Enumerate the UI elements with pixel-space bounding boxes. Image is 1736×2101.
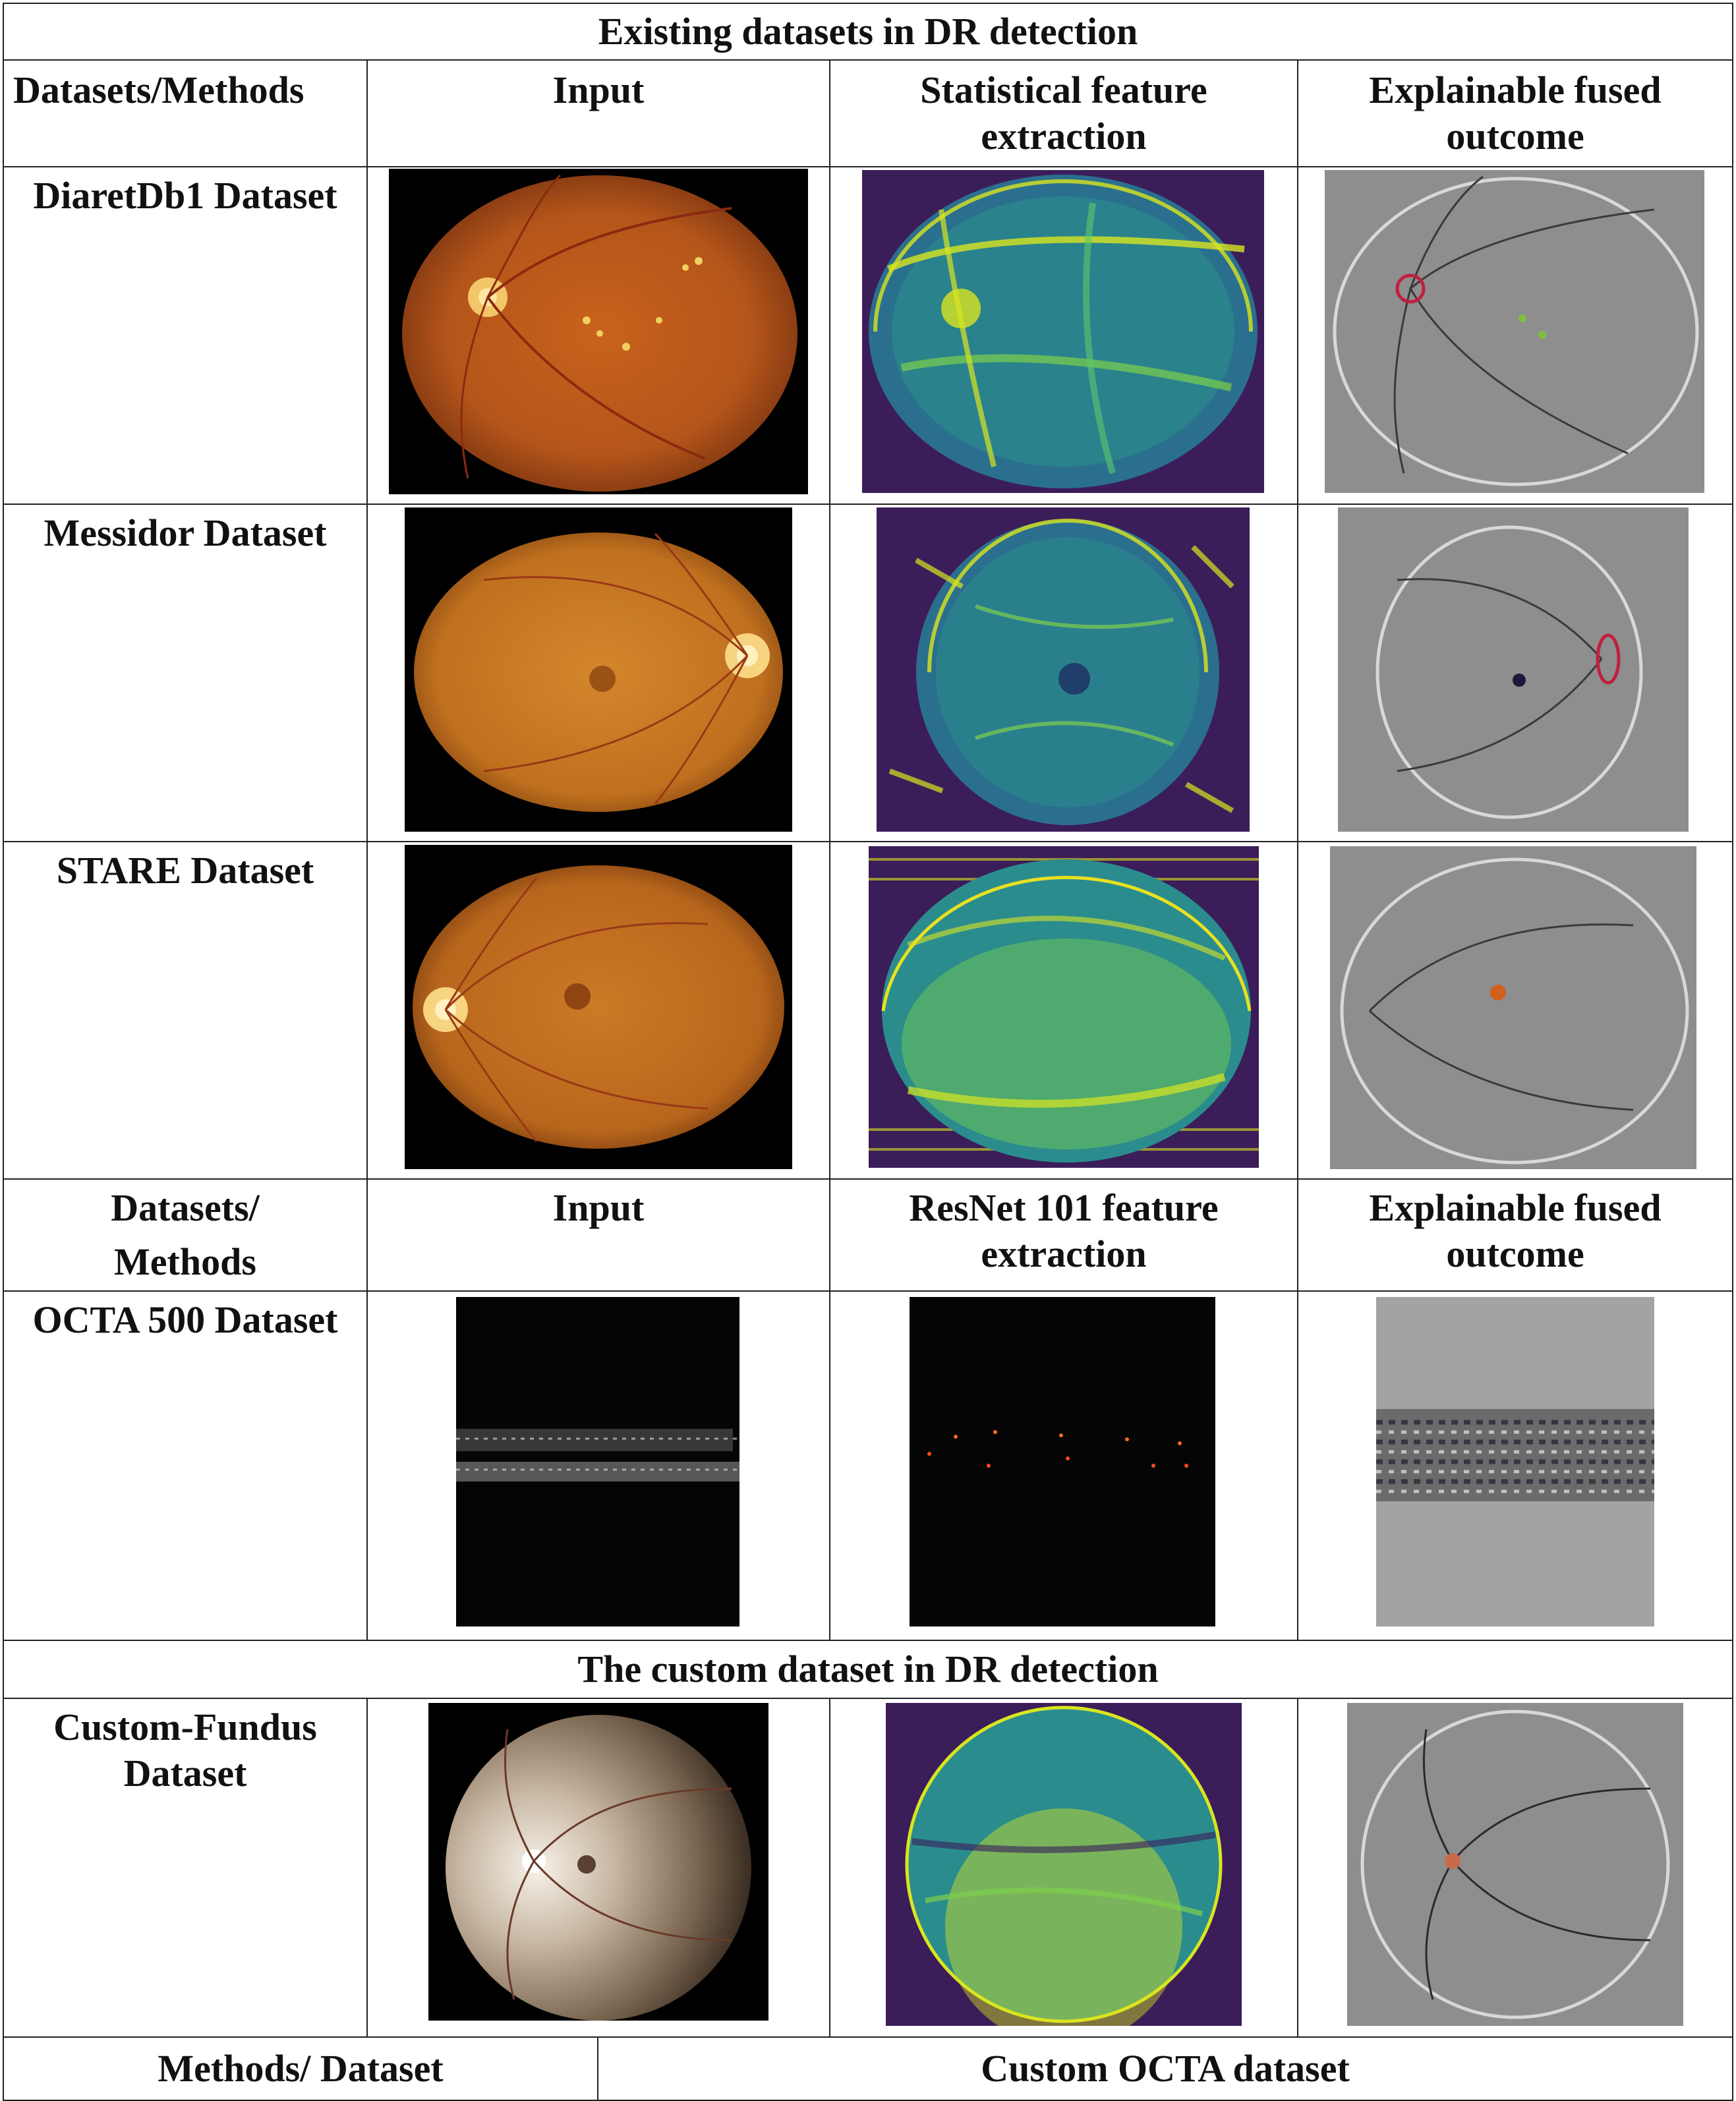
header1-col4-line2: outcome xyxy=(1446,115,1584,158)
row-stare-label-text: STARE Dataset xyxy=(56,849,314,892)
header1-col1-text: Datasets/Methods xyxy=(13,69,304,111)
header2-col3: ResNet 101 feature extraction xyxy=(829,1178,1298,1292)
footer-col2: Custom OCTA dataset xyxy=(597,2036,1733,2101)
header2-col1-line2: Methods xyxy=(114,1240,256,1283)
header2-col4: Explainable fused outcome xyxy=(1297,1178,1733,1292)
header2-col3-line1: ResNet 101 feature xyxy=(909,1186,1219,1229)
header1-col2-text: Input xyxy=(552,69,645,111)
footer-col2-text: Custom OCTA dataset xyxy=(981,2047,1350,2090)
diaretdb1-feature-image xyxy=(862,170,1264,493)
custom-fundus-input-image xyxy=(428,1703,768,2021)
octa500-feature-image xyxy=(910,1297,1215,1626)
row-diaretdb1-label-text: DiaretDb1 Dataset xyxy=(33,174,337,217)
footer-col1-text: Methods/ Dataset xyxy=(158,2047,444,2090)
row-octa500-label: OCTA 500 Dataset xyxy=(3,1290,368,1641)
table-title-text: Existing datasets in DR detection xyxy=(598,10,1138,53)
header2-col2-text: Input xyxy=(552,1186,645,1229)
row-custom-fundus-label: Custom-Fundus Dataset xyxy=(3,1698,368,2038)
messidor-input-image xyxy=(405,507,792,832)
header2-col3-line2: extraction xyxy=(981,1232,1147,1275)
header2-col1: Datasets/ Methods xyxy=(3,1178,368,1292)
messidor-outcome-image xyxy=(1338,507,1689,832)
header2-col4-line1: Explainable fused xyxy=(1369,1186,1662,1229)
footer-col1: Methods/ Dataset xyxy=(3,2036,598,2101)
header1-col4-line1: Explainable fused xyxy=(1369,69,1662,111)
row-stare-label: STARE Dataset xyxy=(3,841,368,1180)
header1-col4: Explainable fused outcome xyxy=(1297,59,1733,167)
row-messidor-label-text: Messidor Dataset xyxy=(43,511,327,554)
custom-fundus-outcome-image xyxy=(1347,1703,1683,2026)
header1-col2: Input xyxy=(366,59,830,167)
header2-col2: Input xyxy=(366,1178,830,1292)
diaretdb1-outcome-image xyxy=(1325,170,1704,493)
row-messidor-label: Messidor Dataset xyxy=(3,504,368,842)
header1-col3-line1: Statistical feature xyxy=(920,69,1207,111)
header2-col1-line1: Datasets/ xyxy=(111,1186,260,1229)
custom-section-title: The custom dataset in DR detection xyxy=(3,1640,1733,1699)
row-custom-fundus-label-line1: Custom-Fundus xyxy=(53,1706,317,1748)
octa500-outcome-image xyxy=(1376,1297,1654,1626)
diaretdb1-input-image xyxy=(389,169,808,494)
table-title: Existing datasets in DR detection xyxy=(3,3,1733,61)
custom-fundus-feature-image xyxy=(886,1703,1242,2026)
row-octa500-label-text: OCTA 500 Dataset xyxy=(32,1298,338,1341)
stare-input-image xyxy=(405,845,792,1169)
messidor-feature-image xyxy=(877,507,1250,832)
stare-outcome-image xyxy=(1330,846,1696,1169)
octa500-input-image xyxy=(456,1297,739,1626)
header1-col3-line2: extraction xyxy=(981,115,1147,158)
row-diaretdb1-label: DiaretDb1 Dataset xyxy=(3,166,368,505)
stare-feature-image xyxy=(869,846,1259,1168)
row-custom-fundus-label-line2: Dataset xyxy=(123,1752,247,1795)
header2-col4-line2: outcome xyxy=(1446,1232,1584,1275)
custom-section-title-text: The custom dataset in DR detection xyxy=(577,1648,1159,1690)
header1-col1: Datasets/Methods xyxy=(3,59,368,167)
header1-col3: Statistical feature extraction xyxy=(829,59,1298,167)
